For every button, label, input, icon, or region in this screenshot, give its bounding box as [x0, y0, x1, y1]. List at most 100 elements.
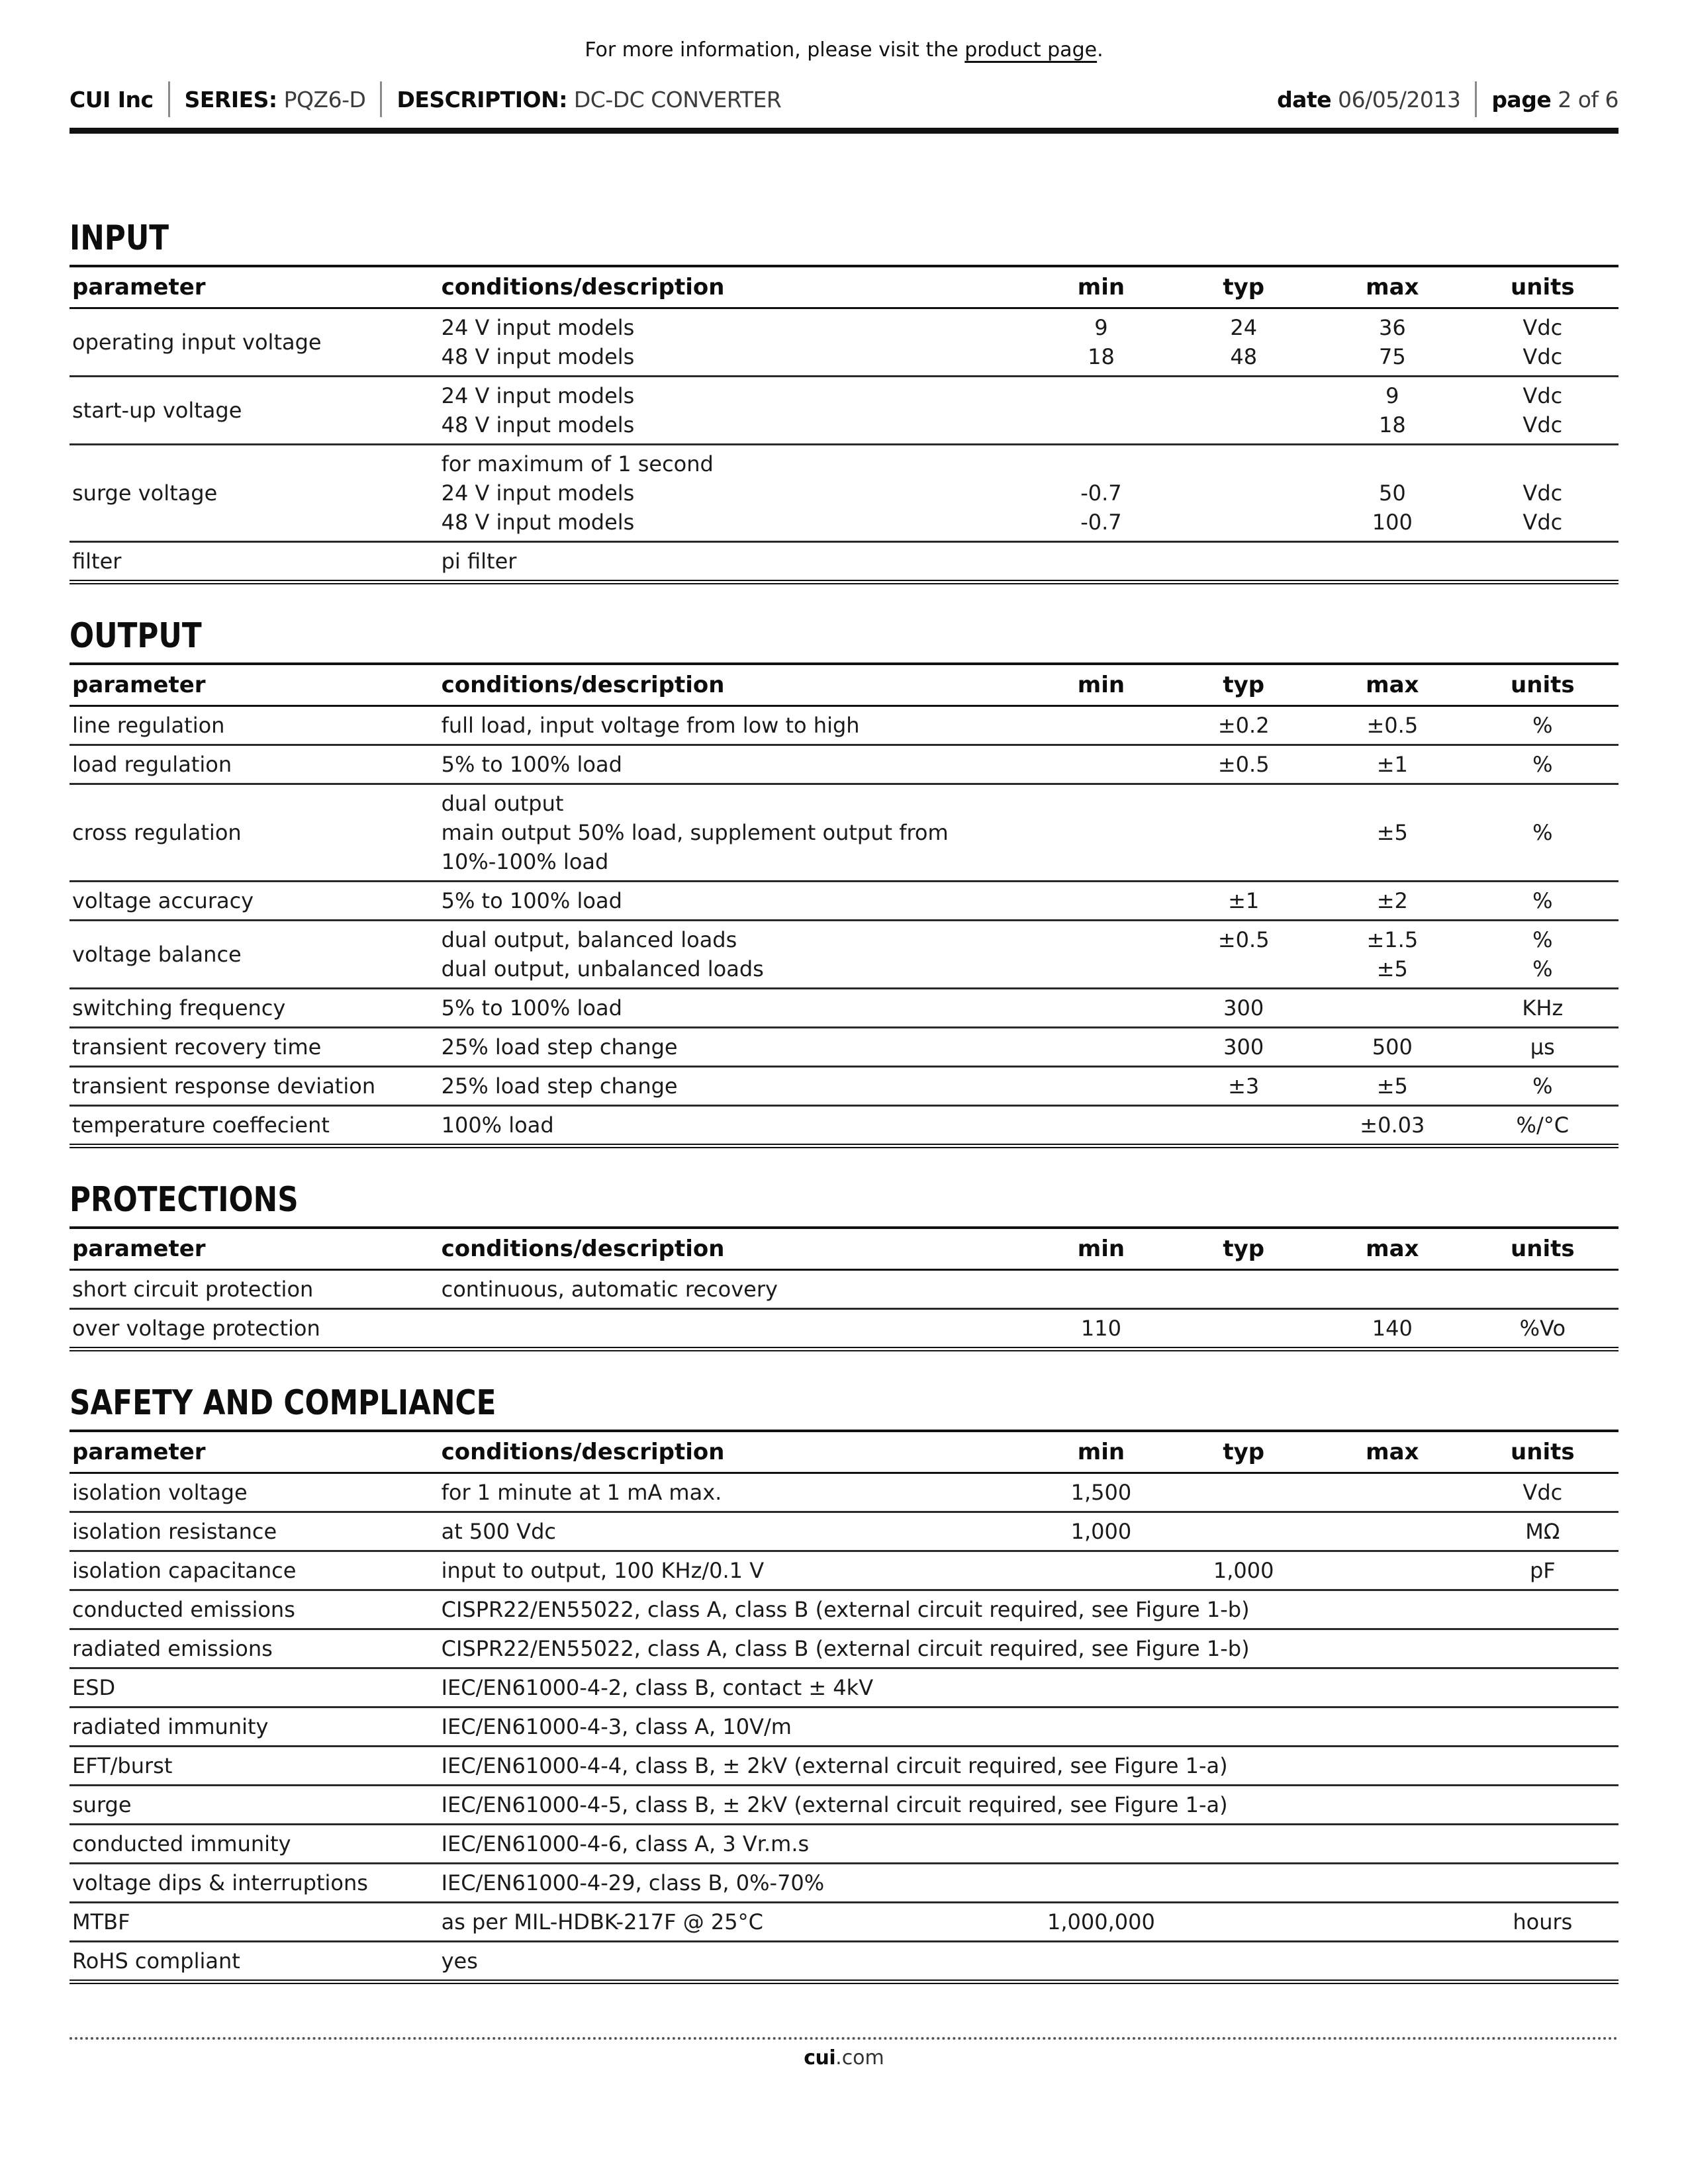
cell-line: ±5	[1376, 956, 1408, 981]
cell-line: for maximum of 1 second	[441, 451, 714, 477]
cell-line: dual output, unbalanced loads	[441, 956, 764, 981]
cell-line: %	[1532, 752, 1553, 777]
cell-line: short circuit protection	[72, 1277, 314, 1302]
min-cell: 1,000,000	[1033, 1902, 1170, 1942]
typ-cell	[1169, 444, 1319, 543]
units-cell	[1466, 1863, 1618, 1903]
cell-line	[1467, 1634, 1618, 1663]
cell-line	[1467, 847, 1618, 876]
cell-line	[1033, 547, 1169, 576]
typ-cell	[1169, 1746, 1319, 1786]
cell-line	[1169, 1275, 1318, 1304]
typ-cell	[1169, 1707, 1319, 1747]
cell-line	[1467, 1790, 1618, 1819]
column-header-min: min	[1033, 1226, 1170, 1271]
column-header-max: max	[1318, 265, 1467, 309]
cell-line: 10%-100% load	[441, 849, 609, 874]
units-cell: Vdc Vdc	[1466, 308, 1618, 377]
param-cell: MTBF	[70, 1902, 442, 1942]
cell-line: Vdc	[1523, 1480, 1563, 1505]
max-cell: ±5	[1318, 1066, 1467, 1107]
header-divider	[1475, 81, 1477, 117]
units-cell: %Vo	[1466, 1308, 1618, 1351]
cell-line	[1318, 1868, 1467, 1897]
table-row-eft-burst: EFT/burst IEC/EN61000-4-4, class B, ± 2kV…	[70, 1746, 1618, 1786]
conditions-cell: dual output, balanced loads dual output, …	[441, 920, 1033, 989]
cell-line	[1169, 1111, 1318, 1140]
cell-line: %	[1532, 956, 1553, 981]
conditions-cell: CISPR22/EN55022, class A, class B (exter…	[441, 1629, 1250, 1669]
cell-line	[1318, 993, 1467, 1023]
cell-line	[1033, 1829, 1169, 1858]
conditions-cell: IEC/EN61000-4-5, class B, ± 2kV (externa…	[441, 1785, 1228, 1825]
table-header-row: parameter conditions/description min typ max…	[70, 1430, 1618, 1474]
cell-line: -0.7	[1080, 480, 1122, 506]
cell-line	[1033, 1712, 1169, 1741]
typ-cell	[1169, 1308, 1319, 1351]
cell-line: Vdc	[1523, 315, 1563, 340]
cell-line	[1169, 1829, 1318, 1858]
units-cell: hours	[1466, 1902, 1618, 1942]
cell-line: isolation voltage	[72, 1480, 248, 1505]
cell-line	[1033, 818, 1169, 847]
param-cell: start-up voltage	[70, 376, 442, 445]
cell-line	[1033, 396, 1169, 425]
param-cell: isolation capacitance	[70, 1551, 442, 1591]
cell-line: 24 V input models	[441, 480, 635, 506]
cell-line	[1318, 1517, 1467, 1546]
conditions-cell: full load, input voltage from low to hig…	[441, 705, 1033, 746]
cell-line: MΩ	[1525, 1519, 1560, 1544]
section-title-safety-and-compliance: SAFETY AND COMPLIANCE	[70, 1383, 496, 1423]
column-header-min: min	[1033, 662, 1170, 707]
cell-line: 110	[1080, 1316, 1121, 1341]
cell-line: 24 V input models	[441, 315, 635, 340]
header-rule	[70, 128, 1618, 134]
max-cell	[1318, 1824, 1467, 1864]
cell-line	[442, 1314, 1033, 1343]
cell-line	[1467, 547, 1618, 576]
cell-line: voltage balance	[72, 942, 242, 967]
cell-line: ±0.03	[1360, 1113, 1425, 1138]
units-cell: %/°C	[1466, 1105, 1618, 1148]
cell-line: start-up voltage	[72, 398, 242, 423]
cell-line: 48	[1230, 344, 1258, 369]
cell-line: 75	[1378, 344, 1406, 369]
column-header-units: units	[1466, 1226, 1618, 1271]
cell-line: voltage accuracy	[72, 888, 254, 913]
cell-line: %Vo	[1519, 1316, 1566, 1341]
param-cell: voltage accuracy	[70, 881, 442, 921]
cell-line: temperature coeffecient	[72, 1113, 330, 1138]
typ-cell: ±0.2	[1169, 705, 1319, 746]
spec-section: OUTPUT parameter conditions/description mi…	[70, 616, 1618, 1148]
column-header-typ: typ	[1169, 1226, 1319, 1271]
param-cell: temperature coeffecient	[70, 1105, 442, 1148]
min-cell	[1033, 376, 1170, 445]
table-row-isolation-resistance: isolation resistance at 500 Vdc 1,000 MΩ	[70, 1512, 1618, 1552]
site-rest: .com	[835, 2046, 884, 2070]
cell-line	[1318, 449, 1467, 478]
units-cell: µs	[1466, 1027, 1618, 1068]
cell-line: over voltage protection	[72, 1316, 320, 1341]
conditions-cell: IEC/EN61000-4-6, class A, 3 Vr.m.s	[441, 1824, 1033, 1864]
cell-line	[1318, 789, 1467, 818]
conditions-cell: 5% to 100% load	[441, 745, 1033, 785]
column-header-parameter: parameter	[70, 1430, 442, 1474]
min-cell	[1033, 541, 1170, 584]
cell-line: 25% load step change	[441, 1073, 678, 1099]
max-cell: ±5	[1318, 784, 1467, 882]
param-cell: conducted immunity	[70, 1824, 442, 1864]
units-cell: %	[1466, 705, 1618, 746]
cell-line: IEC/EN61000-4-4, class B, ± 2kV (externa…	[441, 1753, 1228, 1778]
min-cell	[1033, 705, 1170, 746]
cell-line: -0.7	[1080, 510, 1122, 535]
param-cell: short circuit protection	[70, 1269, 442, 1310]
product-page-link[interactable]: product page	[964, 38, 1098, 62]
units-cell: %	[1466, 745, 1618, 785]
column-header-max: max	[1318, 662, 1467, 707]
cell-line	[1467, 1712, 1618, 1741]
cell-line: 9	[1385, 383, 1399, 408]
typ-cell: 1,000	[1169, 1551, 1319, 1591]
section-title-protections: PROTECTIONS	[70, 1180, 299, 1220]
cell-line: 50	[1378, 480, 1406, 506]
cell-line: %	[1532, 713, 1553, 738]
